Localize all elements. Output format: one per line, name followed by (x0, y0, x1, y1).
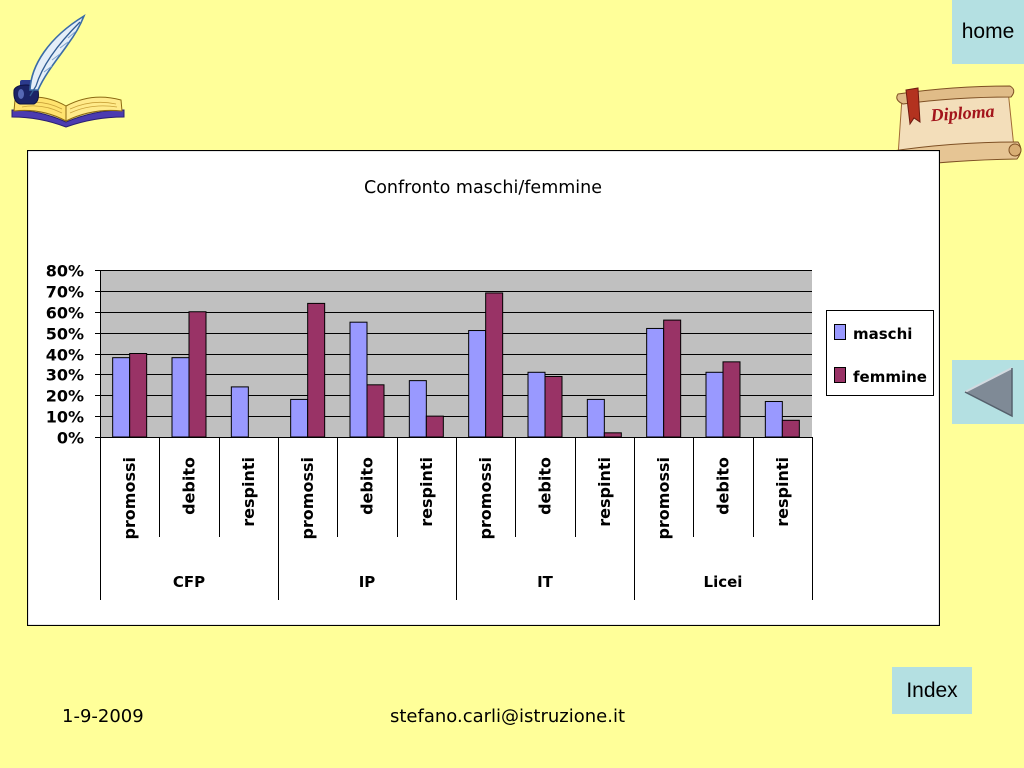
bars (112, 292, 800, 438)
legend-swatch-femmine (834, 367, 846, 383)
bar-maschi-licei-debito (705, 371, 724, 438)
bar-femmine-it-promossi (485, 292, 504, 438)
bar-femmine-ip-promossi (307, 302, 326, 438)
bar-chart: Confronto maschi/femmine 0% 10% 20% 30%40% 5… (27, 150, 940, 626)
category-label: debito (714, 457, 733, 515)
bar-femmine-it-respinti (603, 432, 622, 438)
bar-femmine-licei-promossi (663, 319, 682, 438)
legend-label-femmine: femmine (853, 368, 927, 386)
category-label: debito (358, 457, 377, 515)
y-tick-label: 40% (46, 346, 84, 365)
group-label: CFP (173, 573, 205, 591)
plot-area (100, 270, 812, 437)
y-tick-label: 20% (46, 387, 84, 406)
left-triangle-icon (964, 367, 1013, 418)
bar-femmine-cfp-debito (188, 311, 207, 438)
category-label: promossi (476, 457, 495, 540)
y-tick-label: 70% (46, 283, 84, 302)
bar-femmine-ip-debito (366, 384, 385, 438)
bar-maschi-licei-promossi (646, 327, 665, 438)
footer-email: stefano.carli@istruzione.it (390, 706, 626, 727)
category-label: debito (180, 457, 199, 515)
scroll-top-roll (896, 85, 1015, 105)
footer-date: 1-9-2009 (62, 706, 144, 727)
quill-feather (29, 14, 86, 91)
axes (95, 270, 813, 600)
bar-maschi-ip-respinti (408, 380, 427, 438)
bar-maschi-ip-debito (349, 321, 368, 438)
y-tick-label: 80% (46, 262, 84, 281)
home-button[interactable]: home (952, 0, 1024, 64)
bar-maschi-licei-respinti (764, 401, 783, 438)
axis-labels: 0% 10% 20% 30%40% 50% 60% 70% 80% promossi debito… (46, 262, 792, 592)
category-label: respinti (239, 457, 258, 527)
legend: maschi femmine (826, 310, 934, 396)
chart-title: Confronto maschi/femmine (364, 178, 602, 198)
y-tick-label: 30% (46, 366, 84, 385)
book-cover (11, 109, 125, 128)
bar-femmine-it-debito (544, 375, 563, 438)
bar-femmine-cfp-promossi (129, 353, 148, 438)
category-label: promossi (120, 457, 139, 540)
group-label: IP (359, 573, 376, 591)
gridlines (100, 270, 812, 417)
bar-femmine-licei-debito (722, 361, 741, 438)
bar-maschi-ip-promossi (290, 398, 309, 438)
bar-maschi-it-respinti (586, 398, 605, 438)
category-label: debito (536, 457, 555, 515)
bar-femmine-licei-respinti (781, 419, 800, 438)
group-label: Licei (704, 573, 743, 591)
category-label: respinti (773, 457, 792, 527)
bar-maschi-it-debito (527, 371, 546, 438)
quill-and-book-icon (11, 14, 125, 128)
y-tick-label: 10% (46, 408, 84, 427)
y-tick-label: 60% (46, 304, 84, 323)
scroll-ribbon (905, 87, 921, 126)
category-label: respinti (417, 457, 436, 527)
bar-maschi-it-promossi (468, 330, 487, 438)
legend-swatch-maschi (834, 324, 846, 340)
category-label: promossi (654, 457, 673, 540)
y-tick-label: 50% (46, 325, 84, 344)
diploma-label: Diploma (929, 101, 995, 125)
group-label: IT (537, 573, 554, 591)
bar-maschi-cfp-debito (171, 357, 190, 438)
index-button[interactable]: Index (892, 667, 972, 714)
bar-femmine-ip-respinti (425, 415, 444, 438)
bar-maschi-cfp-respinti (230, 386, 249, 438)
category-label: promossi (298, 457, 317, 540)
bar-maschi-cfp-promossi (112, 357, 131, 438)
back-button[interactable] (952, 360, 1024, 424)
y-tick-label: 0% (57, 429, 84, 448)
legend-label-maschi: maschi (853, 325, 912, 343)
category-label: respinti (595, 457, 614, 527)
